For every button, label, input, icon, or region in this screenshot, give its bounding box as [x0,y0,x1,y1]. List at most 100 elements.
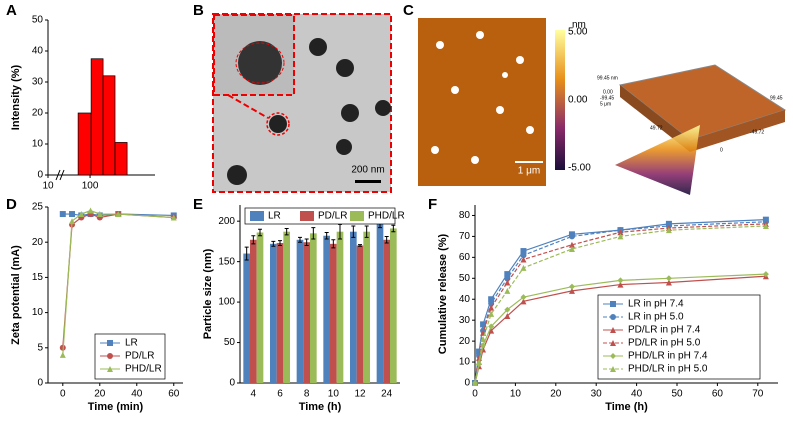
x-tick-label: 10 [510,389,522,400]
marker [504,312,511,319]
marker [115,211,122,218]
panel-label: F [428,196,437,213]
legend-marker [107,366,113,372]
legend-label: PD/LR [125,351,154,362]
y-axis-label: Zeta potential (mA) [10,245,22,345]
x-tick-label: 6 [277,389,283,400]
error-bar [358,244,362,247]
marker [520,248,527,255]
marker [762,222,769,229]
marker [617,281,624,288]
colorbar-unit: nm [572,20,586,31]
marker [504,287,511,294]
panel-label: E [193,196,203,213]
legend-label: PD/LR [318,211,347,222]
legend-swatch [350,211,364,221]
bar [296,239,304,383]
error-bar [258,228,262,237]
legend-marker [610,353,616,359]
error-bar [311,227,316,240]
bar [390,228,397,383]
y-tick-label: 80 [459,210,471,221]
error-bar [391,224,396,233]
marker [617,233,624,240]
error-bar [251,235,256,245]
marker [520,252,527,259]
bar [383,239,390,383]
x-tick-label: 20 [94,389,106,400]
marker [520,294,527,301]
marker [568,245,575,252]
bar [283,231,290,383]
y-tick-label: 0 [37,170,43,181]
y-tick-label: 0 [229,378,235,389]
panel-label: C [403,2,414,19]
y-tick-label: 70 [459,231,471,242]
marker [488,310,495,317]
y-tick-label: 40 [32,46,44,57]
y-tick-label: 40 [459,294,471,305]
y-axis-label: Particle size (nm) [202,248,214,339]
legend-marker [610,366,616,372]
panel-label: D [6,196,17,213]
bar [376,221,384,383]
marker [520,256,527,263]
panel-label: A [6,2,17,19]
error-bar [271,240,276,247]
axis-3d-label: 49.72 [650,125,663,131]
error-bar [351,225,356,238]
panel-c-image: 1 μm nm 5.00 0.00 -5.00 99.45 nm 0.00 -9… [418,18,787,195]
legend-label: LR [125,338,138,349]
marker [488,304,495,311]
y-tick-label: 50 [224,337,236,348]
x-tick-label: 12 [354,389,366,400]
bar [270,243,277,383]
y-tick-label: 150 [218,256,235,267]
y-tick-label: 0 [37,378,43,389]
legend-marker [107,353,113,359]
marker [480,321,487,328]
y-tick-label: 100 [218,297,235,308]
marker [504,279,511,286]
line [474,221,766,384]
bar [303,242,310,383]
bar [77,112,92,176]
y-tick-label: 20 [32,237,44,248]
marker [488,323,495,330]
line [62,213,174,348]
error-bar [284,227,289,236]
error-bar [384,236,389,244]
error-bar [324,232,329,240]
x-tick-label: 70 [752,389,764,400]
bar [243,253,250,383]
legend-marker [610,340,616,346]
colorbar-label: 0.00 [568,95,588,106]
x-axis-label: Time (h) [299,401,342,413]
x-tick-label: 50 [671,389,683,400]
legend-label: LR [268,211,281,222]
y-tick-label: 30 [32,77,44,88]
marker [69,218,76,225]
y-tick-label: 5 [37,342,43,353]
marker [520,264,527,271]
x-tick-label: 40 [131,389,143,400]
marker [59,351,66,358]
bar [310,233,317,383]
y-tick-label: 20 [32,108,44,119]
error-bar [331,239,336,249]
x-tick-label: 100 [82,181,99,192]
axis-3d-label: 99.45 [770,95,783,101]
line [474,273,766,384]
x-tick-label: 60 [168,389,180,400]
error-bar [364,225,369,238]
axis-3d-label: 0.00 [603,89,613,95]
marker [488,327,495,334]
marker [96,211,103,218]
y-tick-label: 50 [32,15,44,26]
bar [323,235,330,383]
legend-marker [610,301,616,307]
legend-label: PHD/LR [368,211,405,222]
legend-swatch [250,211,264,221]
y-tick-label: 15 [32,272,44,283]
bar [363,231,370,383]
